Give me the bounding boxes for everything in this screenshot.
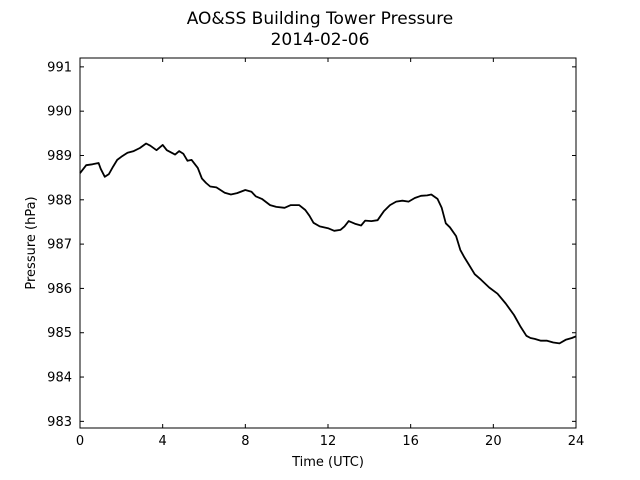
y-axis-ticks: 983 984 985 986 987 988 989 990 991 <box>47 60 576 430</box>
y-tick-label: 990 <box>47 105 72 120</box>
y-axis-label: Pressure (hPa) <box>24 196 39 289</box>
x-tick-label: 8 <box>241 434 249 449</box>
x-tick-label: 24 <box>568 434 585 449</box>
pressure-line <box>79 142 577 345</box>
chart-subtitle: 2014-02-06 <box>271 30 370 50</box>
y-tick-label: 987 <box>47 238 72 253</box>
y-tick-label: 989 <box>47 149 72 164</box>
y-tick-label: 983 <box>47 415 72 430</box>
chart-title: AO&SS Building Tower Pressure <box>187 9 454 29</box>
y-tick-label: 984 <box>47 371 72 386</box>
y-tick-label: 985 <box>47 326 72 341</box>
x-tick-label: 12 <box>320 434 337 449</box>
x-tick-label: 0 <box>76 434 84 449</box>
plot-frame <box>79 57 577 429</box>
x-tick-label: 20 <box>485 434 502 449</box>
y-tick-label: 991 <box>47 60 72 75</box>
x-axis-ticks: 0 4 8 12 16 20 24 <box>76 58 584 449</box>
x-axis-label: Time (UTC) <box>291 455 364 470</box>
x-tick-label: 4 <box>159 434 167 449</box>
y-tick-label: 988 <box>47 193 72 208</box>
x-tick-label: 16 <box>402 434 419 449</box>
y-tick-label: 986 <box>47 282 72 297</box>
